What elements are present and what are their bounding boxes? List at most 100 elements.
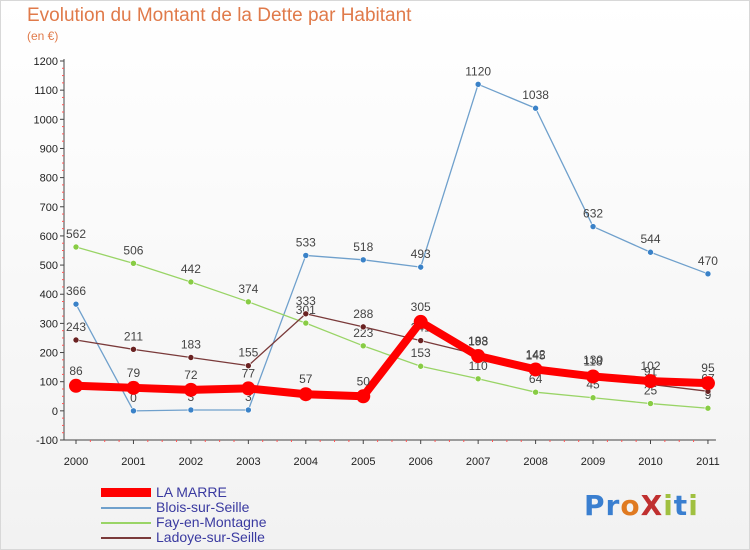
data-point-la-marre: [528, 362, 543, 377]
data-point-blois-sur-seille: [532, 104, 539, 112]
data-label-ladoye-sur-seille: 288: [353, 307, 373, 321]
data-label-ladoye-sur-seille: 155: [238, 346, 258, 360]
data-point-la-marre: [356, 389, 371, 404]
y-tick-label: 1200: [34, 56, 58, 68]
data-point-fay-en-montagne: [72, 243, 80, 251]
data-label-blois-sur-seille: 518: [353, 240, 373, 254]
data-point-la-marre: [471, 349, 486, 364]
data-label-la-marre: 188: [468, 334, 488, 348]
x-tick-label: 2009: [581, 456, 605, 468]
data-point-fay-en-montagne: [532, 388, 539, 396]
y-tick-label: 700: [40, 202, 58, 214]
data-point-blois-sur-seille: [417, 263, 425, 271]
data-label-blois-sur-seille: 0: [130, 391, 137, 405]
data-label-la-marre: 305: [411, 300, 431, 314]
data-label-ladoye-sur-seille: 333: [296, 294, 316, 308]
y-tick-label: 600: [40, 231, 58, 243]
proxiti-logo: ProXiti: [584, 489, 699, 522]
data-label-blois-sur-seille: 533: [296, 235, 316, 249]
legend-swatch: [101, 530, 151, 545]
data-label-ladoye-sur-seille: 130: [583, 353, 603, 367]
data-label-blois-sur-seille: 366: [66, 284, 86, 298]
y-tick-label: 0: [52, 406, 58, 418]
x-tick-label: 2004: [294, 456, 318, 468]
legend-label: Ladoye-sur-Seille: [156, 529, 265, 545]
x-tick-label: 2003: [236, 456, 260, 468]
data-point-blois-sur-seille: [704, 270, 712, 278]
data-label-fay-en-montagne: 506: [123, 243, 143, 257]
x-tick-label: 2007: [466, 456, 490, 468]
x-tick-label: 2001: [121, 456, 145, 468]
data-point-ladoye-sur-seille: [72, 336, 80, 344]
data-point-la-marre: [126, 380, 141, 395]
data-point-ladoye-sur-seille: [130, 346, 137, 353]
series-line-fay-en-montagne: [75, 246, 709, 409]
data-label-blois-sur-seille: 3: [188, 390, 195, 404]
data-point-fay-en-montagne: [647, 400, 654, 407]
data-point-la-marre: [413, 314, 428, 329]
data-point-fay-en-montagne: [187, 278, 195, 286]
logo-letter: t: [673, 489, 689, 522]
data-point-fay-en-montagne: [704, 404, 712, 412]
data-label-la-marre: 77: [242, 366, 256, 380]
legend-swatch: [101, 500, 151, 515]
legend-label: Blois-sur-Seille: [156, 499, 250, 515]
legend-swatch: [101, 515, 151, 530]
logo-letter: i: [663, 489, 674, 522]
data-label-blois-sur-seille: 470: [698, 254, 718, 268]
logo-letter: o: [620, 489, 641, 522]
data-label-blois-sur-seille: 1120: [465, 64, 491, 78]
y-tick-label: -100: [36, 435, 58, 447]
data-label-ladoye-sur-seille: 211: [124, 329, 143, 343]
data-label-fay-en-montagne: 223: [353, 326, 373, 340]
legend-label: LA MARRE: [156, 484, 227, 500]
data-point-la-marre: [69, 378, 83, 393]
x-tick-label: 2008: [523, 456, 547, 468]
data-label-la-marre: 142: [526, 347, 546, 361]
data-label-ladoye-sur-seille: 243: [66, 320, 86, 334]
y-tick-label: 900: [40, 143, 58, 155]
series-line-blois-sur-seille: [75, 83, 709, 412]
data-point-blois-sur-seille: [130, 407, 137, 415]
data-label-blois-sur-seille: 1038: [522, 88, 549, 102]
data-label-ladoye-sur-seille: 183: [181, 337, 201, 351]
data-label-la-marre: 118: [583, 354, 602, 368]
y-tick-label: 1000: [34, 114, 58, 126]
data-point-fay-en-montagne: [589, 394, 597, 402]
data-label-la-marre: 57: [299, 372, 313, 386]
data-point-fay-en-montagne: [359, 342, 367, 350]
data-point-blois-sur-seille: [245, 406, 252, 414]
data-label-la-marre: 102: [640, 359, 660, 373]
data-point-blois-sur-seille: [474, 81, 482, 88]
chart-subtitle: (en €): [27, 29, 59, 43]
data-point-la-marre: [298, 387, 313, 402]
data-label-fay-en-montagne: 110: [469, 359, 488, 373]
data-label-fay-en-montagne: 562: [66, 227, 86, 241]
legend-swatch: [101, 485, 151, 500]
data-point-la-marre: [586, 369, 601, 384]
data-point-la-marre: [183, 382, 198, 397]
data-point-ladoye-sur-seille: [359, 323, 367, 331]
data-label-fay-en-montagne: 153: [411, 346, 431, 360]
y-tick-label: 200: [40, 348, 58, 360]
data-label-fay-en-montagne: 374: [238, 282, 258, 296]
logo-letter: r: [605, 489, 621, 522]
x-tick-label: 2002: [179, 456, 203, 468]
data-label-ladoye-sur-seille: 91: [644, 364, 658, 378]
x-tick-label: 2000: [64, 456, 88, 468]
data-label-fay-en-montagne: 442: [181, 262, 201, 276]
logo-letter: P: [584, 489, 606, 522]
data-point-blois-sur-seille: [589, 223, 597, 230]
data-point-fay-en-montagne: [474, 375, 482, 383]
data-point-fay-en-montagne: [245, 298, 252, 306]
data-point-fay-en-montagne: [417, 362, 425, 370]
y-tick-label: 500: [40, 260, 58, 272]
data-point-ladoye-sur-seille: [302, 310, 310, 318]
data-label-fay-en-montagne: 301: [296, 303, 316, 317]
data-label-ladoye-sur-seille: 193: [468, 335, 488, 349]
x-tick-label: 2006: [408, 456, 432, 468]
legend-label: Fay-en-Montagne: [156, 514, 267, 530]
x-tick-label: 2010: [638, 456, 662, 468]
data-point-la-marre: [241, 381, 256, 396]
